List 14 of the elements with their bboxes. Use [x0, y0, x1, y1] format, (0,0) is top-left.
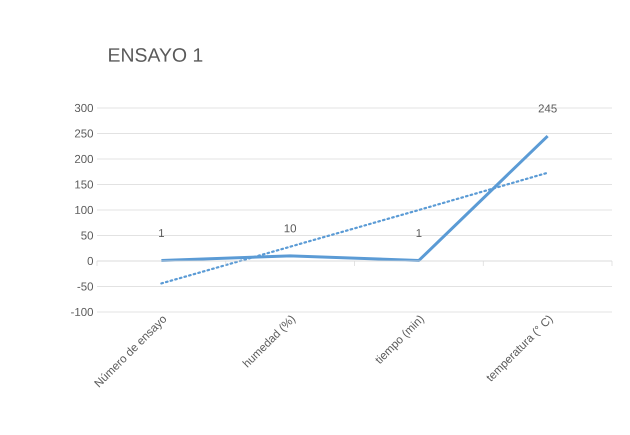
y-tick-label: 150	[75, 180, 94, 189]
y-tick-label: 0	[88, 256, 94, 266]
y-tick-label: 250	[74, 129, 94, 138]
chart-title: ENSAYO 1	[109, 48, 202, 62]
y-tick-label: 300	[74, 104, 94, 112]
y-tick-label: 200	[74, 154, 94, 164]
data-label: 1	[159, 229, 164, 237]
y-tick-label: -50	[77, 282, 94, 291]
data-label: 10	[284, 224, 296, 232]
y-tick-label: 100	[75, 206, 94, 214]
data-label: 1	[416, 229, 422, 237]
y-tick-label: 50	[81, 231, 94, 240]
y-tick-label: -100	[71, 308, 94, 316]
data-label: 245	[538, 104, 557, 113]
